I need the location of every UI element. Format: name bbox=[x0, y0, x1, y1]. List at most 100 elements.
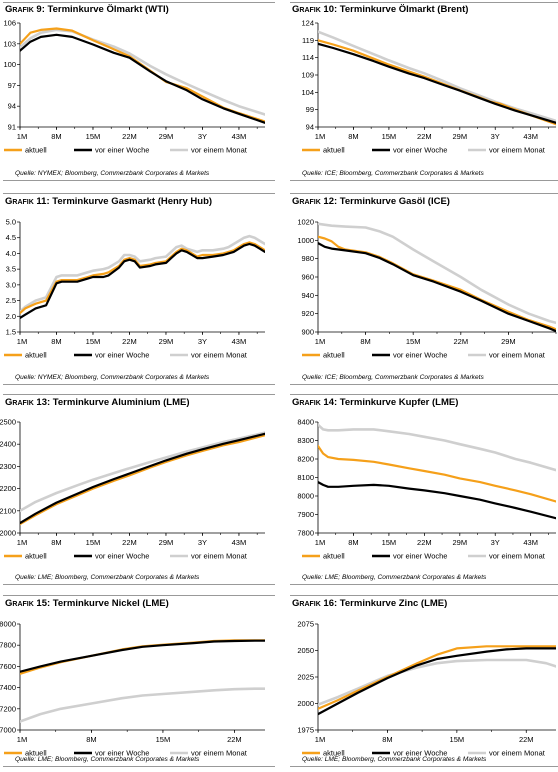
x-tick-label: 22M bbox=[122, 538, 137, 547]
x-tick-label: 22M bbox=[454, 337, 469, 346]
x-tick-label: 22M bbox=[519, 735, 534, 744]
chart-number: Grafik 10: bbox=[292, 4, 338, 15]
x-tick-label: 1M bbox=[315, 337, 325, 346]
chart-title: Grafik 15: Terminkurve Nickel (LME) bbox=[5, 598, 169, 609]
series-line bbox=[318, 30, 556, 123]
y-tick-label: 3.0 bbox=[6, 280, 16, 289]
y-tick-label: 114 bbox=[302, 53, 314, 62]
x-tick-label: 8M bbox=[51, 132, 61, 141]
chart-source: Quelle: ICE; Bloomberg, Commerzbank Corp… bbox=[302, 170, 484, 177]
legend-entry: aktuell bbox=[323, 552, 345, 561]
chart-title-text: Terminkurve Aluminium (LME) bbox=[50, 397, 190, 408]
panel-rule bbox=[290, 595, 558, 596]
x-tick-label: 8M bbox=[348, 538, 358, 547]
x-tick-label: 1M bbox=[315, 132, 325, 141]
chart-source: Quelle: LME; Bloomberg, Commerzbank Corp… bbox=[15, 574, 200, 581]
series-line bbox=[20, 241, 265, 315]
y-tick-label: 3.5 bbox=[6, 265, 16, 274]
y-tick-label: 99 bbox=[306, 105, 314, 114]
chart-title-text: Terminkurve Nickel (LME) bbox=[50, 598, 169, 609]
x-tick-label: 1M bbox=[17, 132, 27, 141]
y-tick-label: 8400 bbox=[297, 418, 314, 427]
x-tick-label: 29M bbox=[452, 132, 467, 141]
x-tick-label: 1M bbox=[315, 538, 325, 547]
y-tick-label: 104 bbox=[301, 88, 314, 97]
series-line bbox=[318, 222, 556, 325]
legend-entry: vor einem Monat bbox=[191, 552, 248, 561]
legend-entry: vor einer Woche bbox=[393, 146, 447, 155]
x-tick-label: 43M bbox=[232, 132, 247, 141]
y-tick-label: 1.5 bbox=[6, 328, 16, 337]
series-line bbox=[318, 423, 556, 472]
y-tick-label: 900 bbox=[301, 328, 314, 337]
chart-source: Quelle: ICE; Bloomberg, Commerzbank Corp… bbox=[302, 374, 484, 381]
chart-svg: 91 94 97 100 103 106 1M 8M 15M 22M 29M 3Y 43M aktuell… bbox=[3, 19, 265, 155]
chart-source: Quelle: LME; Bloomberg, Commerzbank Corp… bbox=[302, 756, 487, 763]
chart-title: Grafik 11: Terminkurve Gasmarkt (Henry H… bbox=[5, 196, 212, 207]
x-tick-label: 29M bbox=[159, 337, 174, 346]
x-tick-label: 29M bbox=[501, 337, 516, 346]
series-line bbox=[20, 639, 265, 675]
legend-entry: vor einer Woche bbox=[95, 351, 149, 360]
x-tick-label: 8M bbox=[51, 538, 61, 547]
panel-rule bbox=[290, 584, 558, 585]
y-tick-label: 2.5 bbox=[6, 296, 16, 305]
chart-source: Quelle: LME; Bloomberg, Commerzbank Corp… bbox=[302, 574, 487, 581]
x-tick-label: 43M bbox=[523, 132, 538, 141]
panel-rule bbox=[290, 384, 558, 385]
x-tick-label: 15M bbox=[156, 735, 171, 744]
legend-entry: vor einer Woche bbox=[95, 552, 149, 561]
x-tick-label: 3Y bbox=[491, 132, 500, 141]
series-line bbox=[318, 658, 556, 706]
y-tick-label: 124 bbox=[301, 19, 314, 28]
chart-title: Grafik 13: Terminkurve Aluminium (LME) bbox=[5, 397, 190, 408]
legend-entry: vor einem Monat bbox=[191, 749, 248, 758]
y-tick-label: 2100 bbox=[0, 506, 16, 515]
chart-number: Grafik 11: bbox=[5, 196, 50, 207]
y-tick-label: 18000 bbox=[0, 620, 16, 629]
legend-entry: vor einer Woche bbox=[95, 146, 149, 155]
x-tick-label: 3Y bbox=[198, 337, 207, 346]
x-tick-label: 8M bbox=[51, 337, 61, 346]
x-tick-label: 8M bbox=[86, 735, 96, 744]
y-tick-label: 5.0 bbox=[6, 218, 16, 227]
y-tick-label: 1000 bbox=[297, 236, 314, 245]
series-line bbox=[20, 639, 265, 673]
y-tick-label: 94 bbox=[306, 123, 314, 132]
x-tick-label: 43M bbox=[232, 538, 247, 547]
y-tick-label: 2025 bbox=[297, 673, 314, 682]
y-tick-label: 100 bbox=[3, 60, 16, 69]
legend-entry: aktuell bbox=[323, 146, 345, 155]
y-tick-label: 980 bbox=[301, 254, 314, 263]
x-tick-label: 15M bbox=[86, 337, 101, 346]
x-tick-label: 1M bbox=[17, 735, 27, 744]
chart-title: Grafik 12: Terminkurve Gasöl (ICE) bbox=[292, 196, 450, 207]
x-tick-label: 15M bbox=[382, 538, 397, 547]
chart-source: Quelle: NYMEX; Bloomberg, Commerzbank Co… bbox=[15, 374, 210, 381]
y-tick-label: 97 bbox=[8, 81, 16, 90]
chart-svg: 7800 7900 8000 8100 8200 8300 8400 1M 8M 15M 22M 29… bbox=[297, 418, 556, 561]
y-tick-label: 7800 bbox=[297, 529, 314, 538]
series-line bbox=[20, 28, 265, 116]
chart-source: Quelle: NYMEX; Bloomberg, Commerzbank Co… bbox=[15, 170, 210, 177]
panel-rule bbox=[3, 193, 275, 194]
series-line bbox=[20, 432, 265, 525]
y-tick-label: 920 bbox=[301, 309, 314, 318]
legend-entry: vor einem Monat bbox=[191, 351, 248, 360]
chart-title-text: Terminkurve Gasöl (ICE) bbox=[337, 196, 450, 207]
legend-entry: aktuell bbox=[25, 749, 47, 758]
chart-number: Grafik 16: bbox=[292, 598, 338, 609]
series-line bbox=[318, 647, 556, 716]
legend-entry: vor einem Monat bbox=[191, 146, 248, 155]
chart-title: Grafik 10: Terminkurve Ölmarkt (Brent) bbox=[292, 4, 468, 15]
legend-entry: vor einem Monat bbox=[489, 146, 546, 155]
x-tick-label: 15M bbox=[450, 735, 465, 744]
x-tick-label: 1M bbox=[17, 337, 27, 346]
y-tick-label: 940 bbox=[301, 291, 314, 300]
y-tick-label: 106 bbox=[3, 19, 16, 28]
x-tick-label: 3Y bbox=[198, 132, 207, 141]
chart-title: Grafik 16: Terminkurve Zinc (LME) bbox=[292, 598, 447, 609]
y-tick-label: 4.0 bbox=[6, 249, 16, 258]
chart-number: Grafik 15: bbox=[5, 598, 51, 609]
